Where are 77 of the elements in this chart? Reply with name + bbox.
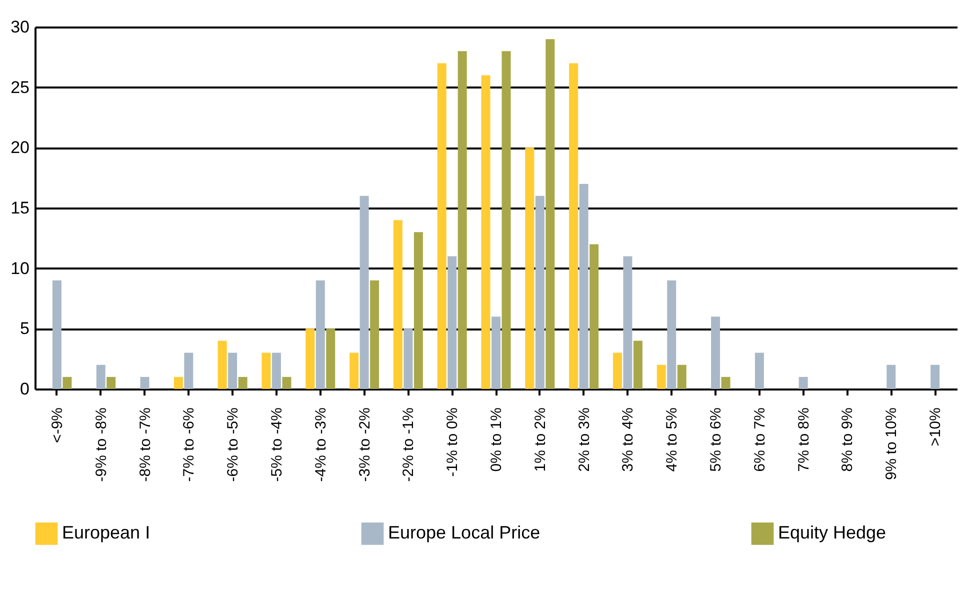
bar [525, 148, 534, 389]
x-tick-label: 3% to 4% [620, 408, 637, 472]
y-tick-label: 25 [10, 78, 30, 97]
legend-label: European I [62, 522, 150, 543]
bar [579, 184, 588, 389]
bar [612, 352, 622, 389]
x-tick-label: 1% to 2% [532, 408, 549, 472]
y-tick-label: 5 [20, 319, 30, 338]
x-tick-label: -1% to 0% [444, 408, 462, 477]
bar [350, 352, 359, 389]
bar [448, 256, 457, 389]
bar [569, 63, 578, 389]
legend-label: Equity Hedge [778, 522, 886, 543]
bar [590, 244, 599, 389]
x-tick-label: -9% to -8% [92, 408, 110, 482]
bar [228, 352, 238, 389]
bar [370, 280, 380, 389]
y-tick-label: 0 [20, 380, 30, 398]
bar [238, 376, 248, 389]
bar [633, 340, 642, 389]
x-tick-label: -3% to -2% [356, 408, 374, 482]
x-tick-label: 5% to 6% [708, 408, 725, 472]
bar [677, 364, 686, 389]
bar [656, 364, 666, 389]
bar [492, 316, 500, 389]
bar [535, 196, 544, 389]
bar [106, 376, 116, 389]
x-tick-label: -6% to -5% [224, 408, 242, 482]
bar [404, 328, 413, 389]
bar [316, 280, 325, 389]
x-tick-label: >10% [927, 408, 944, 446]
x-tick-label: 8% to 9% [839, 408, 856, 472]
bar [174, 376, 183, 389]
bar [282, 376, 292, 389]
bar [393, 220, 402, 389]
x-tick-label: 2% to 3% [576, 408, 593, 472]
bar [414, 232, 423, 389]
bar [140, 376, 150, 389]
x-tick-label: -7% to -6% [180, 408, 198, 482]
bar [458, 51, 467, 389]
bar [262, 352, 271, 389]
x-tick-label: 6% to 7% [751, 408, 768, 472]
bar [930, 364, 940, 389]
x-tick-label: <-9% [48, 408, 66, 443]
bar [754, 352, 764, 389]
x-tick-label: -5% to -4% [268, 408, 286, 482]
x-tick-label: 9% to 10% [883, 408, 900, 480]
y-tick-label: 20 [10, 138, 30, 158]
x-tick-label: -4% to -3% [312, 408, 330, 482]
bar [62, 376, 72, 389]
bar [546, 39, 555, 389]
x-tick-label: 4% to 5% [664, 408, 681, 472]
y-tick-label: 30 [10, 18, 30, 36]
bar [798, 376, 808, 389]
x-tick-label: 7% to 8% [795, 408, 812, 472]
bar [721, 376, 730, 389]
x-tick-label: -8% to -7% [136, 408, 154, 482]
y-tick-label: 10 [10, 258, 30, 278]
bar [623, 256, 632, 389]
bar [502, 51, 511, 389]
x-tick-label: 0% to 1% [488, 408, 505, 472]
x-tick-label: -2% to -1% [400, 408, 418, 482]
bar [272, 352, 281, 389]
legend-label: Europe Local Price [388, 522, 540, 543]
y-tick-label: 15 [10, 198, 30, 218]
bar [218, 340, 227, 389]
bar [52, 280, 62, 389]
bar [360, 196, 369, 389]
bar [96, 364, 106, 389]
bar [667, 280, 676, 389]
bar [306, 328, 315, 389]
bar [437, 63, 446, 389]
bar [481, 75, 490, 389]
bar [886, 364, 896, 389]
bar [326, 328, 336, 389]
bar [184, 352, 194, 389]
bar [711, 316, 720, 389]
